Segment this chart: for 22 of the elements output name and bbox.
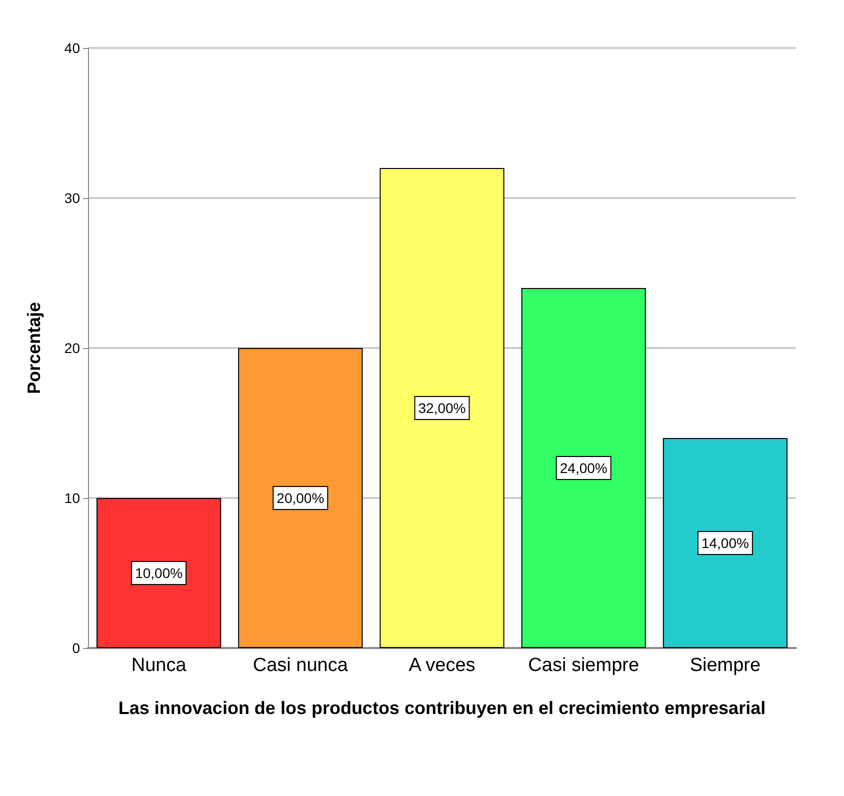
y-tick-label: 40: [64, 40, 80, 56]
x-tick-label: Siempre: [690, 655, 761, 676]
y-axis-title: Porcentaje: [24, 302, 44, 394]
y-tick-label: 30: [64, 190, 80, 206]
y-tick-label: 10: [64, 490, 80, 506]
data-label: 14,00%: [701, 535, 749, 551]
data-label: 20,00%: [276, 490, 324, 506]
x-tick-label: Nunca: [131, 655, 187, 676]
data-label: 24,00%: [560, 460, 608, 476]
data-label: 32,00%: [418, 400, 466, 416]
x-tick-label: Casi siempre: [528, 655, 640, 676]
bar: [238, 348, 363, 648]
x-tick-label: A veces: [408, 655, 476, 676]
bar: [96, 498, 222, 648]
bar: [521, 288, 646, 648]
bar: [662, 438, 788, 648]
y-tick-label: 20: [64, 340, 80, 356]
y-tick-label: 0: [72, 640, 80, 656]
bar: [380, 168, 504, 648]
data-label: 10,00%: [135, 565, 183, 581]
x-axis-title: Las innovacion de los productos contribuyen en el crecimiento empresarial: [118, 698, 766, 718]
x-tick-label: Casi nunca: [252, 655, 348, 676]
